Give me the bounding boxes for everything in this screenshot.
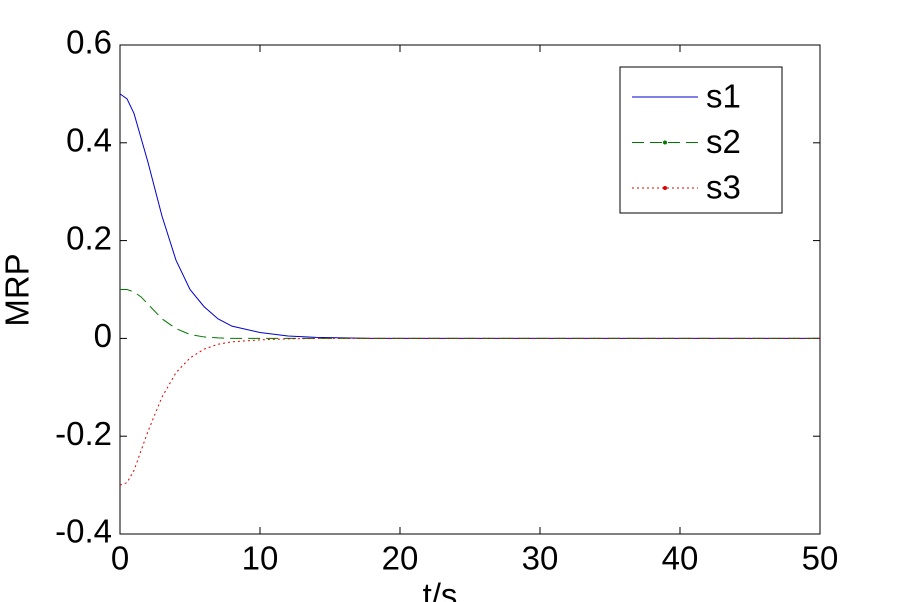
legend-label: s3 — [706, 169, 741, 206]
series-line — [120, 289, 820, 339]
y-tick-label: -0.4 — [55, 513, 112, 550]
x-tick-label: 20 — [382, 540, 419, 577]
y-tick-label: 0.4 — [66, 122, 112, 159]
x-axis-label: t/s — [423, 577, 458, 602]
y-tick-label: 0.2 — [66, 219, 112, 256]
legend-marker — [663, 140, 667, 145]
y-tick-label: 0.6 — [66, 24, 112, 61]
x-tick-label: 50 — [802, 540, 839, 577]
series-line — [119, 337, 820, 486]
y-tick-label: 0 — [94, 317, 112, 354]
x-tick-label: 30 — [522, 540, 559, 577]
y-tick-label: -0.2 — [55, 415, 112, 452]
y-axis-label: MRP — [0, 253, 36, 326]
x-tick-label: 40 — [662, 540, 699, 577]
x-tick-label: 10 — [242, 540, 279, 577]
x-tick-label: 0 — [111, 540, 129, 577]
legend-label: s2 — [706, 123, 741, 160]
legend-box — [619, 66, 783, 214]
legend-marker — [663, 186, 667, 190]
legend-label: s1 — [706, 78, 741, 115]
